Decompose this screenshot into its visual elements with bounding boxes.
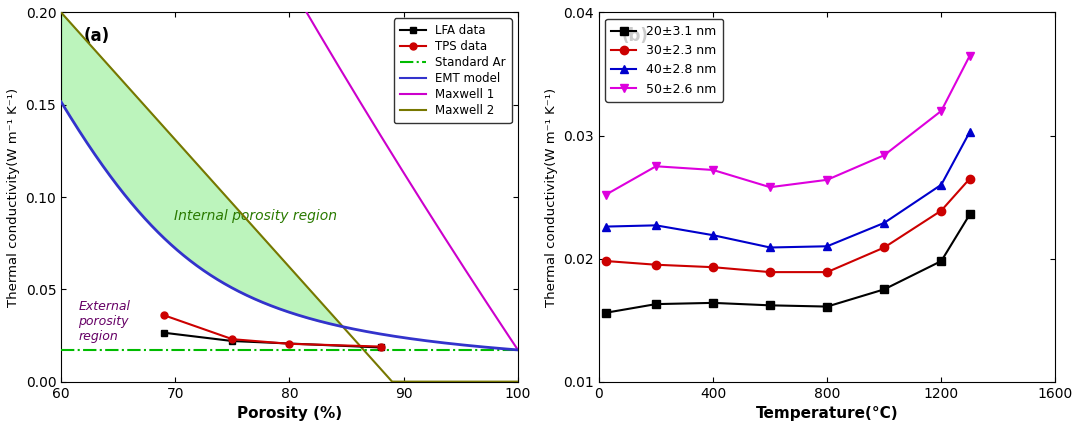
30±2.3 nm [963,176,976,181]
Legend: LFA data, TPS data, Standard Ar, EMT model, Maxwell 1, Maxwell 2: LFA data, TPS data, Standard Ar, EMT mod… [394,18,512,123]
30±2.3 nm [821,270,834,275]
Line: 20±3.1 nm: 20±3.1 nm [602,210,974,317]
40±2.8 nm [878,220,891,226]
40±2.8 nm [764,245,777,250]
20±3.1 nm [599,310,612,315]
Text: (a): (a) [84,27,110,45]
40±2.8 nm [935,182,948,187]
50±2.6 nm [821,177,834,182]
30±2.3 nm [935,208,948,213]
50±2.6 nm [706,167,719,172]
30±2.3 nm [649,262,662,268]
50±2.6 nm [764,184,777,190]
20±3.1 nm [764,303,777,308]
30±2.3 nm [878,245,891,250]
Y-axis label: Thermal conductivity(W m⁻¹ K⁻¹): Thermal conductivity(W m⁻¹ K⁻¹) [6,87,19,306]
50±2.6 nm [599,192,612,197]
40±2.8 nm [599,224,612,229]
Line: 40±2.8 nm: 40±2.8 nm [602,128,974,252]
40±2.8 nm [706,233,719,238]
40±2.8 nm [963,129,976,134]
Y-axis label: Thermal conductivity(W m⁻¹ K⁻¹): Thermal conductivity(W m⁻¹ K⁻¹) [544,87,557,306]
Line: 50±2.6 nm: 50±2.6 nm [602,51,974,199]
50±2.6 nm [935,108,948,113]
20±3.1 nm [821,304,834,309]
30±2.3 nm [706,265,719,270]
20±3.1 nm [963,212,976,217]
Text: (b): (b) [622,27,649,45]
40±2.8 nm [649,223,662,228]
X-axis label: Temperature(°C): Temperature(°C) [756,406,899,421]
Legend: 20±3.1 nm, 30±2.3 nm, 40±2.8 nm, 50±2.6 nm: 20±3.1 nm, 30±2.3 nm, 40±2.8 nm, 50±2.6 … [605,19,723,102]
30±2.3 nm [599,259,612,264]
50±2.6 nm [963,53,976,58]
20±3.1 nm [649,302,662,307]
40±2.8 nm [821,244,834,249]
Text: External
porosity
region: External porosity region [78,300,131,343]
20±3.1 nm [878,287,891,292]
30±2.3 nm [764,270,777,275]
Line: 30±2.3 nm: 30±2.3 nm [602,175,974,276]
50±2.6 nm [878,153,891,158]
20±3.1 nm [935,259,948,264]
Text: Internal porosity region: Internal porosity region [174,208,337,223]
50±2.6 nm [649,163,662,169]
X-axis label: Porosity (%): Porosity (%) [237,406,342,421]
20±3.1 nm [706,300,719,306]
